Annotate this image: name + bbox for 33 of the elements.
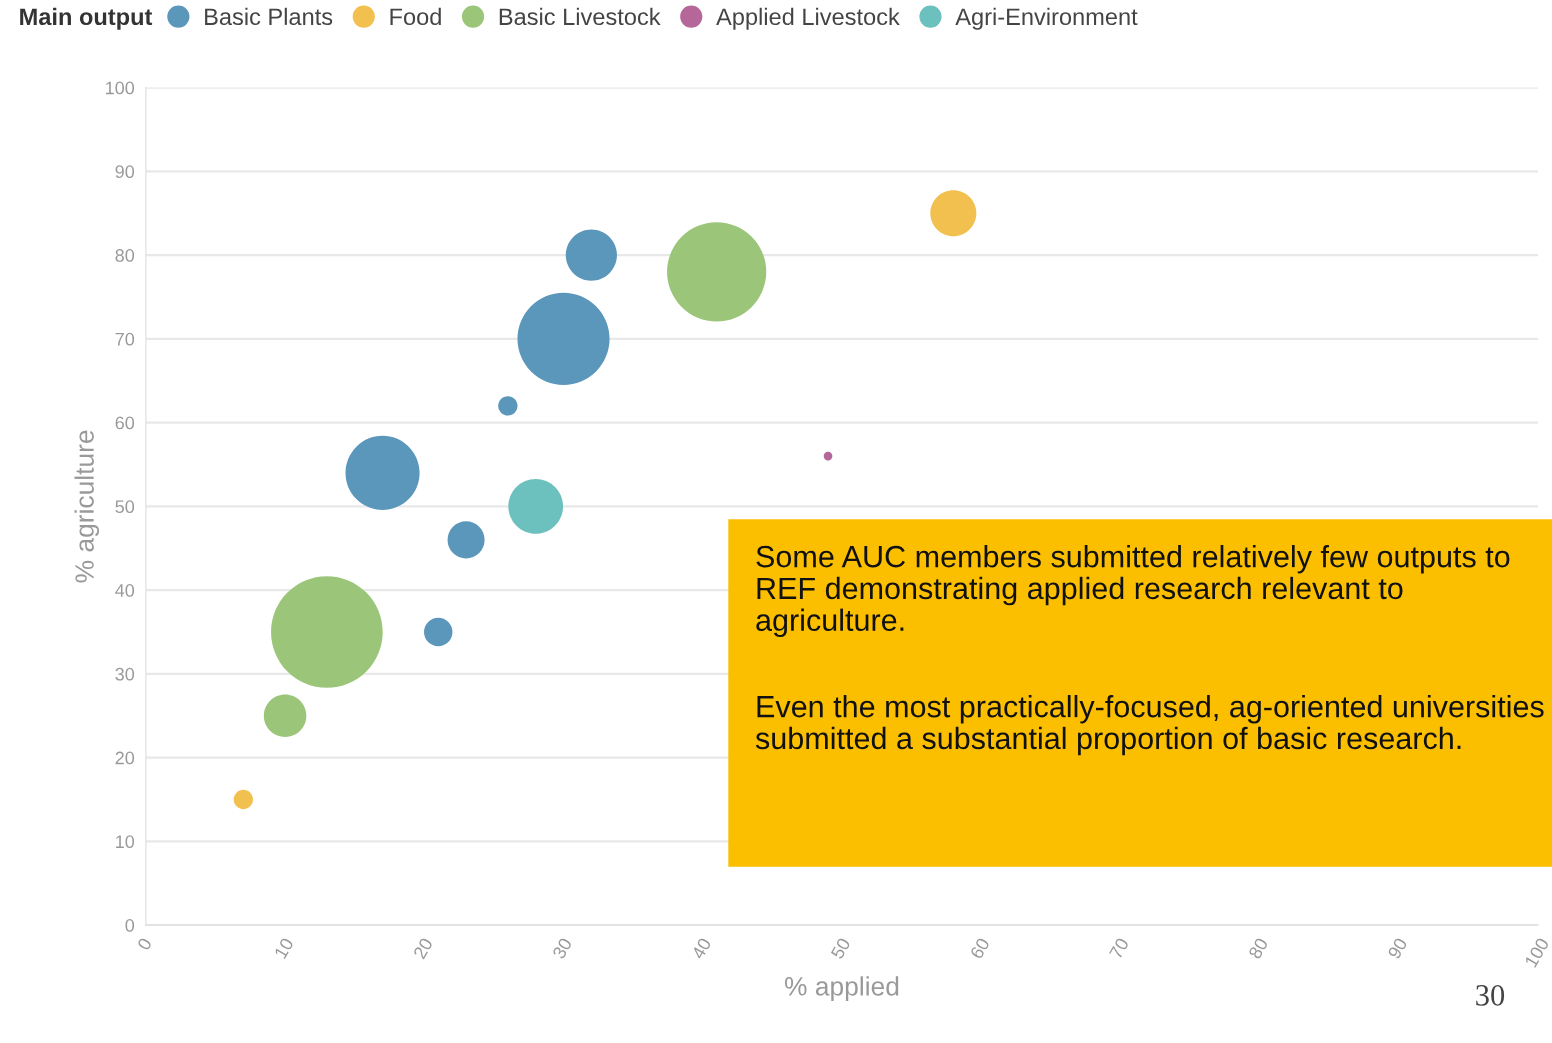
y-tick-label: 30 <box>115 667 135 681</box>
y-tick-label: 0 <box>125 919 135 932</box>
y-tick-label: 40 <box>115 584 135 597</box>
legend-label: Applied Livestock <box>716 7 900 30</box>
x-tick-label: 40 <box>691 937 712 960</box>
x-axis-title: % applied <box>784 976 899 1001</box>
y-tick-label: 50 <box>115 500 135 514</box>
text: 30 <box>1476 985 1505 1006</box>
x-tick-label: 20 <box>412 937 434 960</box>
y-tick-label: 100 <box>106 81 135 95</box>
x-tick-label: 10 <box>273 937 294 960</box>
x-tick-label: 30 <box>551 937 573 960</box>
annotation: Some AUC members submitted relatively few outputs to REF demonstrating applied research relevant to agriculture. <box>756 545 1510 638</box>
annotation: Even the most practically-focused, ag-oriented universities submitted a substantial proportion of basic research. <box>755 695 1544 756</box>
y-tick-label: 90 <box>115 165 135 179</box>
legend-title: Main output <box>20 7 153 30</box>
x-tick-label: 100 <box>1524 937 1550 968</box>
x-tick-label: 50 <box>830 937 851 960</box>
legend-label: Food <box>390 7 441 26</box>
legend-label: Basic Livestock <box>499 7 661 26</box>
y-tick-label: 80 <box>115 249 135 262</box>
y-tick-label: 70 <box>115 332 135 346</box>
x-tick-label: 80 <box>1248 937 1269 960</box>
x-tick-label: 90 <box>1387 937 1408 960</box>
y-tick-label: 60 <box>115 416 135 430</box>
legend-label: Basic Plants <box>205 7 333 26</box>
y-axis-title: % agriculture <box>74 430 100 583</box>
y-tick-label: 20 <box>115 751 135 765</box>
y-tick-label: 10 <box>116 835 135 849</box>
x-tick-label: 60 <box>969 937 991 960</box>
x-tick-label: 0 <box>136 937 153 951</box>
x-tick-label: 70 <box>1108 937 1130 960</box>
legend-label: Agri-Environment <box>955 7 1138 30</box>
